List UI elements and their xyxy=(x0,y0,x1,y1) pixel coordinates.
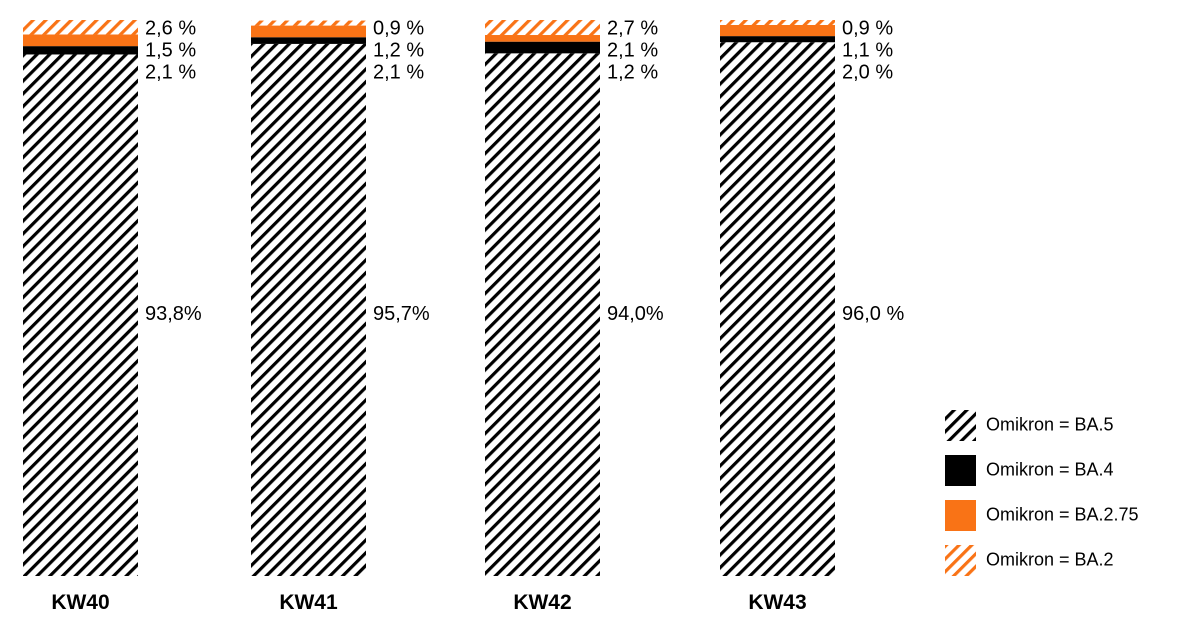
legend: Omikron = BA.5 Omikron = BA.4 Omikron = BA… xyxy=(945,410,1139,576)
bar-segment xyxy=(251,25,366,38)
category-label: KW43 xyxy=(748,591,806,614)
data-label: 95,7% xyxy=(373,303,430,325)
data-label: 0,9 % xyxy=(842,17,893,39)
black-hatched-swatch-icon xyxy=(945,410,976,441)
bar-segment xyxy=(720,20,835,25)
category-label: KW41 xyxy=(279,591,338,614)
data-label: 2,1 % xyxy=(373,61,424,83)
bar-segment xyxy=(485,35,600,42)
solid-black-swatch-icon xyxy=(945,455,976,486)
bar-segment xyxy=(720,36,835,43)
bar-segment xyxy=(23,46,138,55)
data-label: 2,7 % xyxy=(607,17,658,39)
data-label: 2,1 % xyxy=(607,39,658,61)
bar-segment xyxy=(485,41,600,54)
bar-segment xyxy=(251,20,366,26)
data-label: 1,5 % xyxy=(145,39,196,61)
legend-label: Omikron = BA.2.75 xyxy=(986,504,1139,524)
bar-segment xyxy=(23,34,138,47)
bar-segment xyxy=(720,25,835,37)
data-label: 0,9 % xyxy=(373,17,424,39)
category-label: KW42 xyxy=(513,591,571,614)
data-label: 1,2 % xyxy=(607,61,658,83)
legend-label: Omikron = BA.4 xyxy=(986,459,1114,479)
bar-segment xyxy=(251,43,366,577)
data-label: 1,2 % xyxy=(373,39,424,61)
data-label: 94,0% xyxy=(607,303,664,325)
data-label: 93,8% xyxy=(145,303,202,325)
category-label: KW40 xyxy=(51,591,109,614)
bar-segment xyxy=(485,53,600,577)
data-label: 96,0 % xyxy=(842,303,904,325)
data-label: 2,0 % xyxy=(842,61,893,83)
bar-segment xyxy=(485,20,600,36)
legend-label: Omikron = BA.5 xyxy=(986,414,1114,434)
data-label: 1,1 % xyxy=(842,39,893,61)
solid-orange-swatch-icon xyxy=(945,500,976,531)
bar-segment xyxy=(251,37,366,44)
orange-hatched-swatch-icon xyxy=(945,545,976,576)
bar-segment xyxy=(23,20,138,35)
data-label: 2,1 % xyxy=(145,61,196,83)
bar-segment xyxy=(23,54,138,577)
bar-segment xyxy=(720,42,835,577)
data-label: 2,6 % xyxy=(145,17,196,39)
legend-label: Omikron = BA.2 xyxy=(986,549,1114,569)
